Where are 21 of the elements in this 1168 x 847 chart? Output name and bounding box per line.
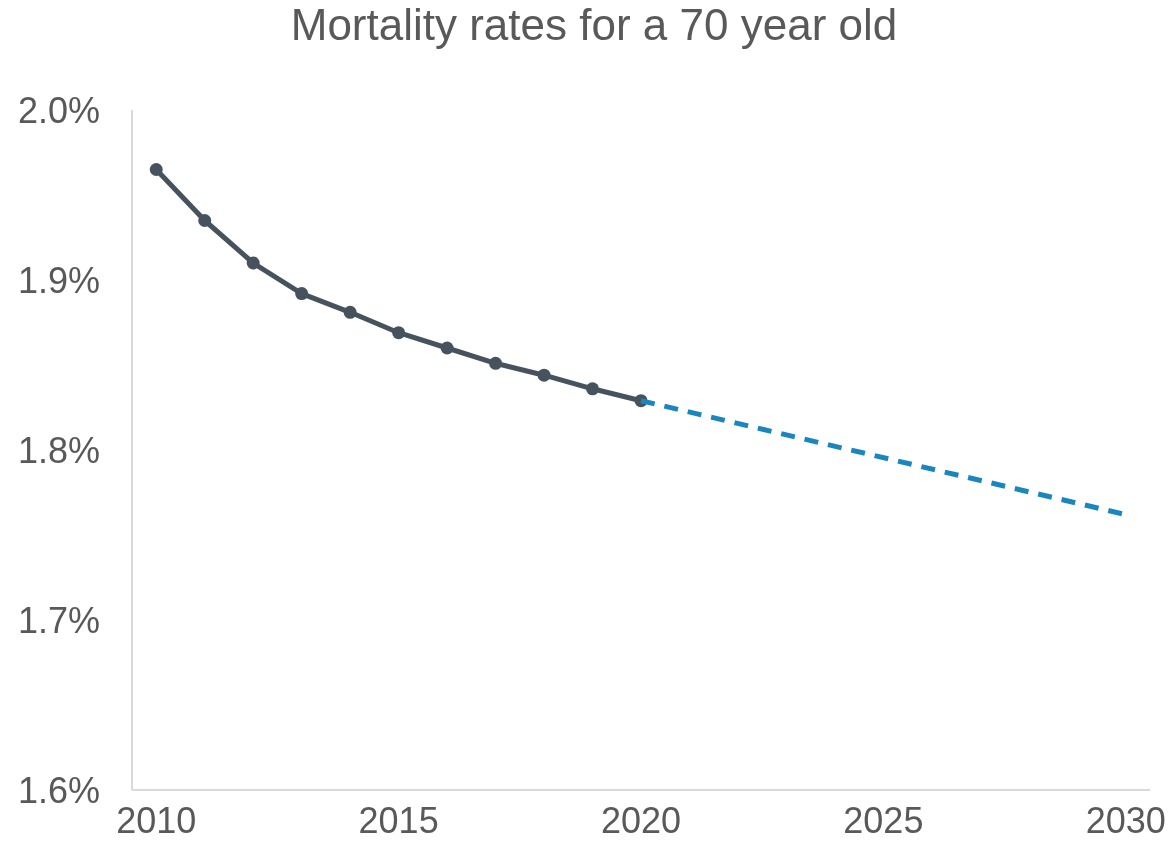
point — [149, 163, 163, 176]
point — [295, 287, 309, 301]
chart-title: Mortality rates for a 70 year old — [290, 0, 898, 49]
point — [440, 341, 454, 355]
point — [392, 326, 406, 340]
y-tick-label: 2.0% — [17, 89, 100, 131]
point — [198, 214, 212, 227]
point — [489, 356, 503, 370]
x-tick-label: 2030 — [1085, 800, 1166, 841]
y-tick-label: 1.6% — [17, 769, 100, 811]
x-tick-label: 2025 — [843, 800, 924, 841]
x-tick-label: 2010 — [116, 800, 197, 841]
x-tick-label: 2015 — [358, 800, 439, 841]
point — [343, 305, 357, 319]
point — [586, 382, 600, 396]
y-tick-label: 1.7% — [17, 599, 100, 641]
point — [537, 368, 551, 382]
x-tick-label: 2020 — [600, 800, 682, 841]
point — [246, 256, 260, 270]
y-tick-label: 1.9% — [17, 259, 100, 301]
y-tick-label: 1.8% — [17, 429, 100, 471]
